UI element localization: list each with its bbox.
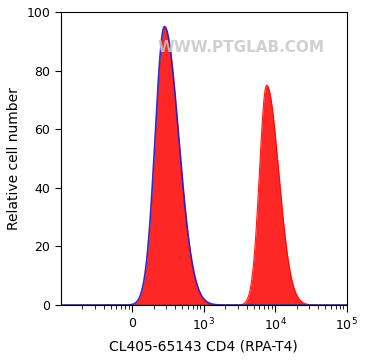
X-axis label: CL405-65143 CD4 (RPA-T4): CL405-65143 CD4 (RPA-T4)	[110, 339, 298, 353]
Y-axis label: Relative cell number: Relative cell number	[7, 87, 21, 230]
Text: WWW.PTGLAB.COM: WWW.PTGLAB.COM	[157, 40, 324, 55]
